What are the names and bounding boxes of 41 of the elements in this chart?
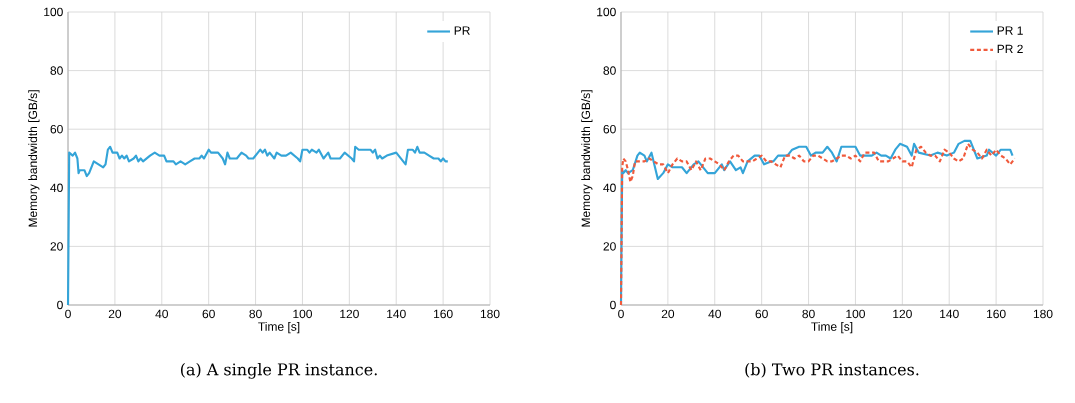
y-tick-label: 40: [50, 183, 63, 193]
y-tick-label: 60: [50, 124, 63, 134]
x-axis-title: Time [s]: [811, 322, 853, 334]
legend-label: PR: [454, 26, 470, 35]
y-tick-label: 80: [603, 66, 616, 75]
x-tick-label: 120: [340, 309, 359, 319]
x-tick-label: 180: [480, 309, 500, 319]
y-tick-label: 0: [610, 300, 616, 310]
x-tick-label: 160: [987, 309, 1006, 319]
y-tick-label: 20: [603, 242, 616, 251]
x-tick-label: 160: [434, 309, 453, 319]
y-tick-label: 100: [597, 7, 616, 17]
x-tick-label: 60: [755, 309, 768, 319]
x-tick-label: 100: [293, 309, 312, 319]
x-tick-label: 20: [108, 309, 122, 319]
x-tick-label: 80: [802, 309, 815, 319]
x-tick-label: 60: [202, 309, 215, 319]
legend-label: PR 2: [997, 44, 1023, 54]
x-tick-label: 40: [155, 309, 168, 319]
y-tick-label: 60: [603, 124, 616, 134]
x-tick-label: 0: [618, 309, 624, 319]
y-axis-title: Memory bandwidth [GB/s]: [28, 90, 40, 227]
y-tick-label: 80: [50, 66, 63, 75]
x-tick-label: 80: [249, 309, 262, 319]
y-tick-label: 100: [44, 7, 63, 17]
x-tick-label: 140: [940, 309, 959, 319]
x-tick-label: 180: [1033, 309, 1053, 319]
x-tick-label: 140: [387, 309, 406, 319]
text: (a) A single PR instance.: [180, 363, 377, 379]
x-tick-label: 100: [846, 309, 865, 319]
y-tick-label: 40: [603, 183, 616, 193]
y-axis-title: Memory bandwidth [GB/s]: [581, 90, 593, 227]
y-tick-label: 20: [50, 242, 63, 251]
x-axis-title: Time [s]: [258, 322, 300, 334]
x-tick-label: 0: [65, 309, 71, 319]
y-tick-label: 0: [57, 300, 63, 310]
x-tick-label: 120: [893, 309, 912, 319]
legend-label: PR 1: [997, 26, 1023, 35]
x-tick-label: 40: [708, 309, 721, 319]
x-tick-label: 20: [661, 309, 675, 319]
text: (b) Two PR instances.: [745, 363, 919, 378]
